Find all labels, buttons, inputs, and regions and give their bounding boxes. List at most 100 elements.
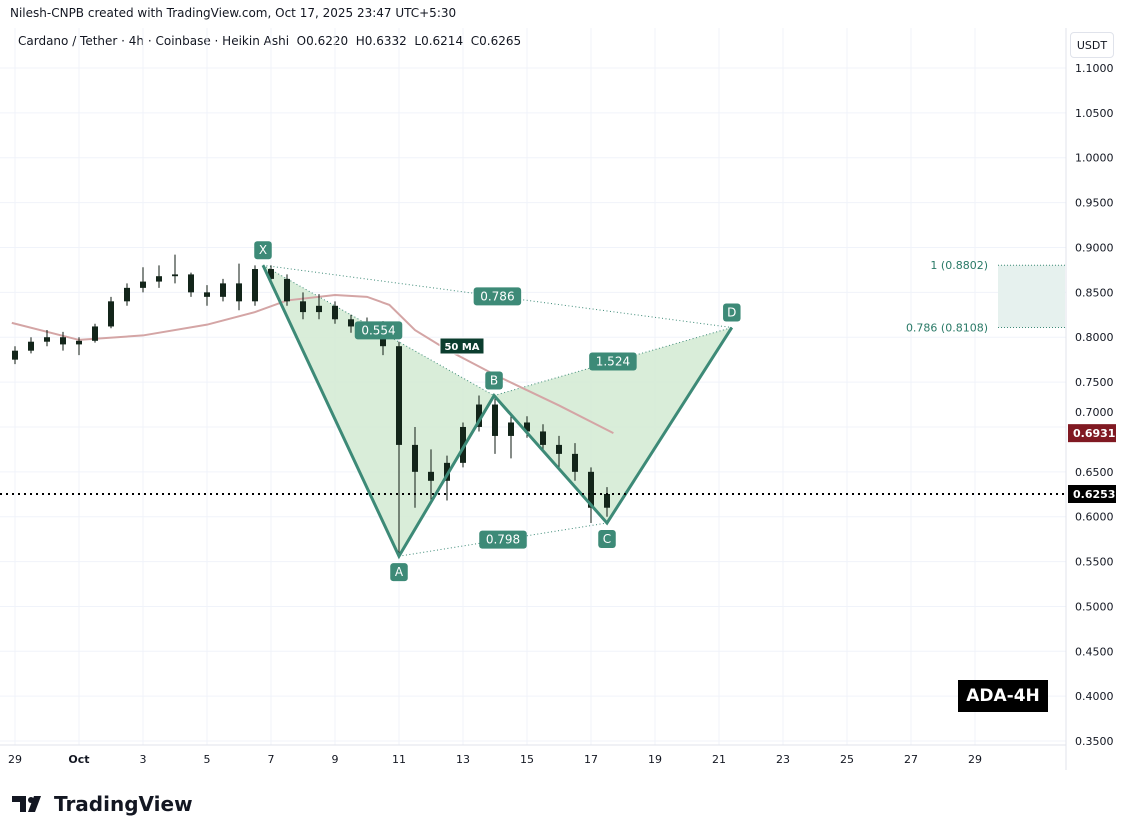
ma-price-badge: [1068, 424, 1116, 443]
y-tick-label: 0.9500: [1075, 197, 1114, 210]
candle-body: [300, 301, 306, 313]
point-label-X: X: [259, 243, 267, 257]
candle-body: [524, 422, 530, 432]
currency-button[interactable]: USDT: [1070, 32, 1114, 58]
point-label-X-bg: [254, 241, 272, 260]
candle-body: [268, 269, 274, 279]
y-tick-label: 0.8000: [1075, 331, 1114, 344]
x-tick-label: 23: [776, 753, 790, 766]
y-tick-label: 0.4000: [1075, 690, 1114, 703]
ratio-label-XB: 0.554: [361, 323, 395, 337]
y-tick-label: 0.4500: [1075, 645, 1114, 658]
y-tick-label: 0.7500: [1075, 376, 1114, 389]
x-tick-label: 21: [712, 753, 726, 766]
x-tick-label: 27: [904, 753, 918, 766]
x-tick-label: 25: [840, 753, 854, 766]
candle-body: [588, 471, 594, 508]
ratio-label-BD: 1.524: [596, 355, 630, 369]
candle-body: [156, 276, 162, 282]
point-label-D-bg: [723, 303, 741, 322]
x-tick-label: 19: [648, 753, 662, 766]
candle-body: [124, 287, 130, 302]
candle-body: [556, 444, 562, 454]
candle-body: [316, 305, 322, 313]
candle-body: [204, 292, 210, 297]
y-tick-label: 0.5500: [1075, 556, 1114, 569]
pattern-fill-bcd: [494, 327, 732, 523]
x-tick-label: 9: [332, 753, 339, 766]
candle-body: [604, 493, 610, 508]
point-label-C-bg: [598, 529, 616, 548]
y-tick-label: 0.3500: [1075, 735, 1114, 748]
ratio-label-XD: 0.786: [480, 289, 514, 303]
candle-body: [12, 350, 18, 360]
x-tick-label: 7: [268, 753, 275, 766]
candle-body: [108, 301, 114, 327]
candle-body: [284, 278, 290, 302]
fib-label-1: 1 (0.8802): [930, 259, 988, 272]
candle-body: [396, 346, 402, 445]
candle-body: [140, 281, 146, 288]
pattern-fill-xab: [263, 265, 495, 557]
candle-body: [508, 422, 514, 436]
ratio-label-XD-bg: [473, 287, 522, 306]
ratio-label-XB-bg: [354, 321, 403, 340]
y-tick-label: 0.9000: [1075, 241, 1114, 254]
y-tick-label: 0.6500: [1075, 466, 1114, 479]
y-tick-label: 0.7000: [1075, 406, 1114, 419]
candle-body: [236, 283, 242, 302]
y-tick-label: 0.5000: [1075, 600, 1114, 613]
candle-body: [348, 319, 354, 327]
x-tick-label: 5: [204, 753, 211, 766]
x-tick-label: 13: [456, 753, 470, 766]
point-label-D: D: [727, 306, 736, 320]
candle-body: [572, 453, 578, 472]
point-label-B-bg: [485, 371, 503, 390]
ohlc-low: L0.6214: [414, 34, 464, 48]
candle-body: [428, 471, 434, 481]
tv-logo-icon: [12, 796, 41, 812]
x-tick-label: 17: [584, 753, 598, 766]
tradingview-logo[interactable]: TradingView: [12, 792, 193, 816]
ma-label-bg: [439, 337, 485, 355]
point-label-A: A: [395, 565, 404, 579]
candle-body: [92, 326, 98, 341]
point-label-C: C: [603, 532, 611, 546]
symbol-info: Cardano / Tether · 4h · Coinbase · Heiki…: [18, 34, 290, 48]
last-price-badge: [1068, 484, 1116, 503]
pattern-legs: [261, 264, 734, 560]
point-label-A-bg: [390, 563, 408, 582]
pattern-dotted-XB: [262, 264, 495, 396]
candle-body: [460, 426, 466, 463]
candle-body: [252, 269, 258, 302]
y-tick-label: 1.0500: [1075, 107, 1114, 120]
x-tick-label: 29: [968, 753, 982, 766]
x-tick-label: 15: [520, 753, 534, 766]
ratio-label-AC: 0.798: [486, 533, 520, 547]
symbol-legend: Cardano / Tether · 4h · Coinbase · Heiki…: [18, 34, 521, 48]
ma-line: [11, 294, 614, 435]
ma-price-label: 0.6931: [1073, 427, 1115, 440]
ohlc-close: C0.6265: [470, 34, 522, 48]
candle-body: [220, 283, 226, 297]
ratio-label-BD-bg: [589, 352, 637, 371]
candle-body: [172, 274, 178, 277]
candle-body: [492, 404, 498, 436]
candle-body: [28, 341, 34, 351]
ma-label: 50 MA: [444, 342, 479, 353]
x-tick-label: 11: [392, 753, 406, 766]
point-label-B: B: [490, 374, 498, 388]
brand-name: TradingView: [54, 792, 193, 816]
candle-body: [332, 305, 338, 320]
last-price-label: 0.6253: [1073, 488, 1115, 501]
x-tick-label: 29: [8, 753, 22, 766]
y-tick-label: 1.1000: [1075, 62, 1114, 75]
attribution: Nilesh-CNPB created with TradingView.com…: [10, 6, 457, 20]
ohlc-high: H0.6332: [355, 34, 407, 48]
fib-zone: [998, 265, 1065, 328]
y-tick-label: 0.6000: [1075, 511, 1114, 524]
y-tick-label: 1.0000: [1075, 152, 1114, 165]
candle-body: [76, 340, 82, 345]
